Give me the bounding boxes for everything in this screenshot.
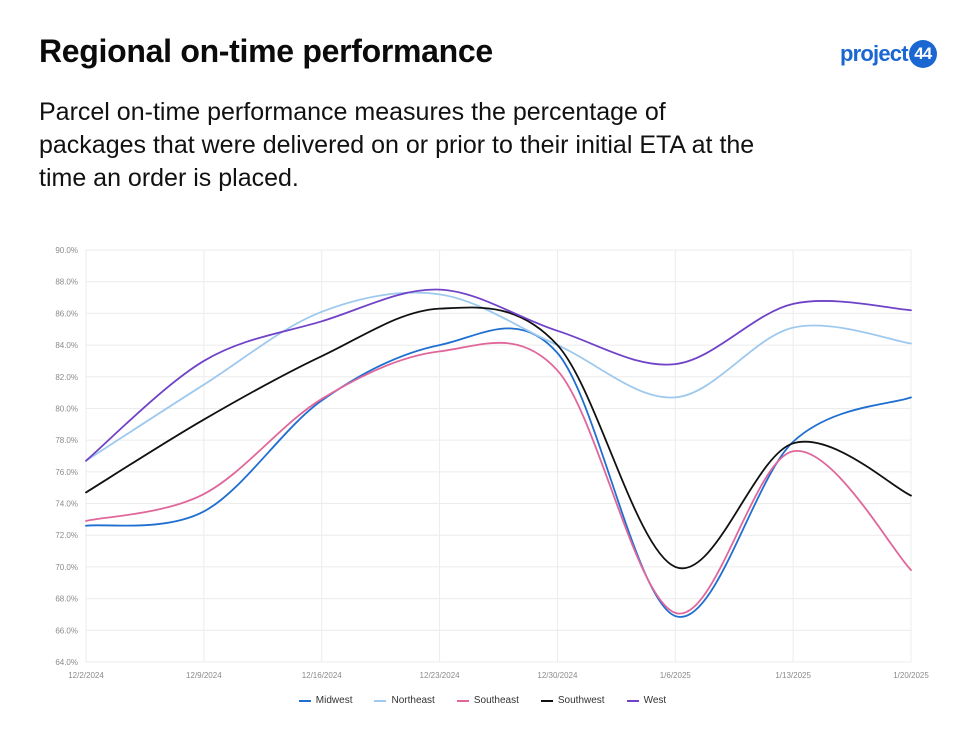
chart-legend: Midwest Northeast Southeast Southwest West [0,695,965,706]
y-tick-label: 70.0% [55,563,78,572]
legend-swatch [374,699,387,702]
y-tick-label: 66.0% [55,626,78,635]
x-tick-label: 1/13/2025 [775,671,811,680]
line-chart: 64.0% 66.0% 68.0% 70.0% 72.0% 74.0% 76.0% 78.0%… [55,246,929,680]
y-tick-label: 88.0% [55,278,78,287]
chart-axes: 64.0% 66.0% 68.0% 70.0% 72.0% 74.0% 76.0% 78.0%… [55,246,929,680]
y-tick-label: 76.0% [55,468,78,477]
y-tick-label: 90.0% [55,246,78,255]
y-tick-label: 82.0% [55,373,78,382]
legend-swatch [540,699,553,702]
legend-label: Southeast [473,695,519,706]
logo-badge: 44 [908,40,937,68]
legend-item-northeast: Northeast [374,695,435,706]
y-tick-label: 74.0% [55,500,78,509]
legend-label: Midwest [315,695,353,706]
x-tick-label: 12/23/2024 [420,671,461,680]
legend-item-midwest: Midwest [298,695,353,706]
series-line-southeast [85,341,912,615]
legend-swatch [626,699,639,702]
legend-swatch [298,699,311,702]
legend-label: Northeast [391,695,435,706]
project44-logo: project 44 [840,38,937,70]
series-line-west [85,288,912,462]
logo-text: project [840,41,909,66]
page-title: Regional on-time performance [39,33,493,69]
y-tick-label: 64.0% [55,658,78,667]
page-subtitle: Parcel on-time performance measures the … [39,98,755,192]
y-tick-label: 84.0% [55,341,78,350]
series-line-southwest [85,306,912,570]
x-tick-label: 12/30/2024 [537,671,578,680]
y-tick-label: 78.0% [55,436,78,445]
legend-label: West [643,695,667,706]
legend-label: Southwest [557,695,605,706]
x-tick-label: 1/6/2025 [660,671,692,680]
legend-item-southwest: Southwest [540,695,605,706]
series-line-midwest [85,327,912,618]
x-tick-label: 12/2/2024 [68,671,104,680]
legend-item-west: West [626,695,667,706]
legend-item-southeast: Southeast [456,695,519,706]
legend-swatch [456,699,469,702]
chart-series [85,288,912,618]
y-tick-label: 86.0% [55,309,78,318]
chart-grid [85,249,912,663]
y-tick-label: 80.0% [55,404,78,413]
series-line-northeast [85,291,912,462]
x-tick-label: 12/16/2024 [302,671,343,680]
x-tick-label: 1/20/2025 [893,671,929,680]
y-tick-label: 68.0% [55,595,78,604]
x-tick-label: 12/9/2024 [186,671,222,680]
y-tick-label: 72.0% [55,531,78,540]
